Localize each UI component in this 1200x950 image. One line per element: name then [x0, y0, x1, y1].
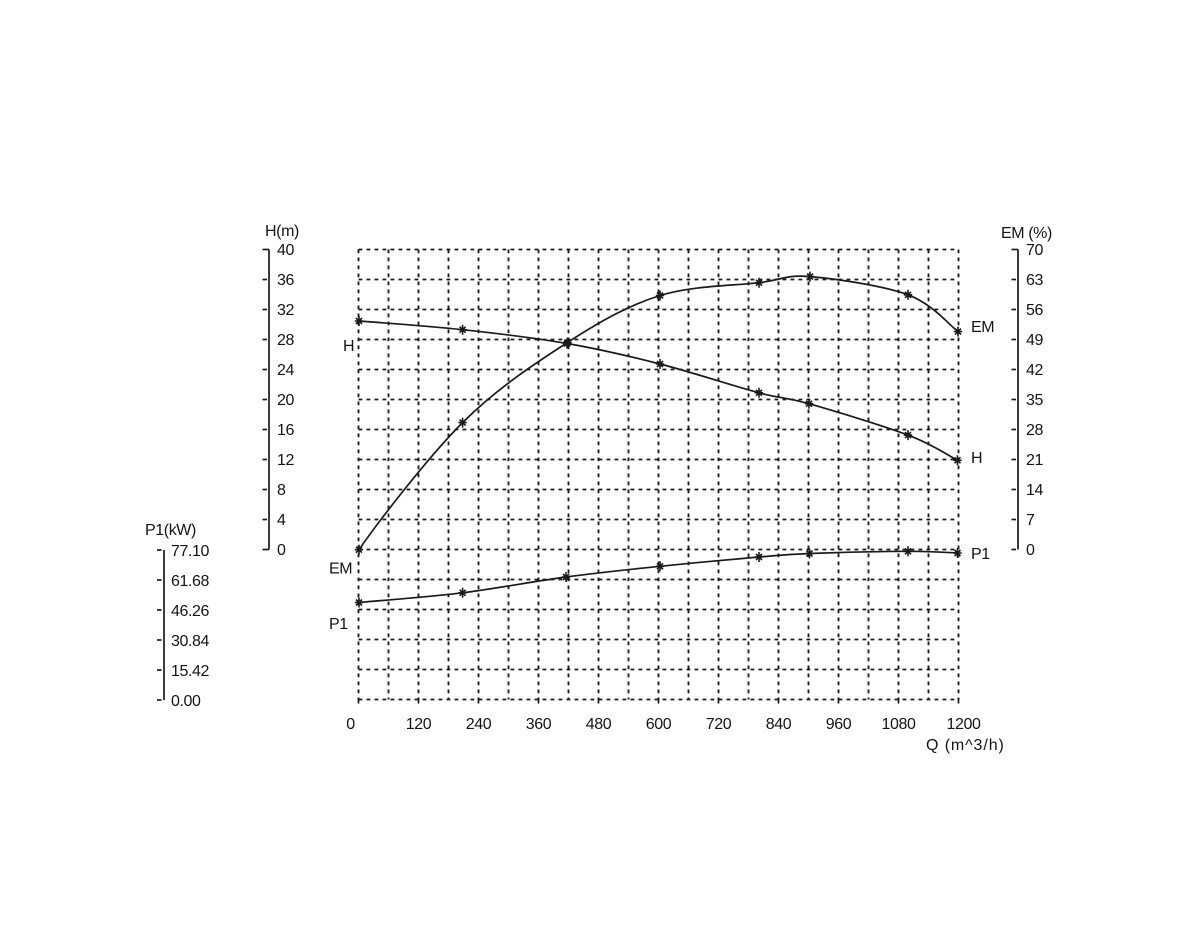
- svg-text:49: 49: [1026, 332, 1043, 349]
- svg-text:46.26: 46.26: [171, 603, 210, 620]
- svg-text:240: 240: [466, 716, 492, 733]
- svg-text:0: 0: [277, 542, 286, 559]
- svg-text:0: 0: [346, 716, 355, 733]
- svg-text:21: 21: [1026, 452, 1043, 469]
- svg-text:1200: 1200: [947, 716, 981, 733]
- svg-text:P1(kW): P1(kW): [145, 522, 196, 539]
- svg-text:70: 70: [1026, 242, 1043, 259]
- svg-text:36: 36: [277, 272, 294, 289]
- svg-text:360: 360: [526, 716, 552, 733]
- svg-text:63: 63: [1026, 272, 1043, 289]
- svg-text:P1: P1: [329, 616, 348, 633]
- svg-text:EM (%): EM (%): [1001, 225, 1052, 242]
- svg-text:0: 0: [1026, 542, 1035, 559]
- svg-text:16: 16: [277, 422, 294, 439]
- svg-text:P1: P1: [971, 546, 990, 563]
- svg-text:24: 24: [277, 362, 294, 379]
- svg-text:H: H: [971, 450, 982, 467]
- svg-text:480: 480: [586, 716, 612, 733]
- svg-text:H: H: [343, 338, 354, 355]
- svg-text:14: 14: [1026, 482, 1043, 499]
- svg-text:120: 120: [406, 716, 432, 733]
- svg-text:8: 8: [277, 482, 286, 499]
- svg-text:40: 40: [277, 242, 294, 259]
- svg-text:28: 28: [277, 332, 294, 349]
- svg-text:960: 960: [826, 716, 852, 733]
- svg-text:28: 28: [1026, 422, 1043, 439]
- svg-text:30.84: 30.84: [171, 633, 210, 650]
- svg-text:EM: EM: [329, 561, 352, 578]
- svg-text:7: 7: [1026, 512, 1035, 529]
- svg-text:H(m): H(m): [265, 223, 299, 240]
- svg-text:56: 56: [1026, 302, 1043, 319]
- svg-text:Q (m^3/h): Q (m^3/h): [926, 737, 1005, 754]
- svg-text:15.42: 15.42: [171, 663, 210, 680]
- svg-text:20: 20: [277, 392, 294, 409]
- svg-text:840: 840: [766, 716, 792, 733]
- svg-text:0.00: 0.00: [171, 693, 201, 710]
- svg-text:61.68: 61.68: [171, 573, 210, 590]
- svg-text:32: 32: [277, 302, 294, 319]
- svg-text:77.10: 77.10: [171, 543, 210, 560]
- svg-text:35: 35: [1026, 392, 1043, 409]
- svg-text:1080: 1080: [882, 716, 916, 733]
- svg-text:EM: EM: [971, 319, 994, 336]
- svg-text:42: 42: [1026, 362, 1043, 379]
- svg-text:720: 720: [706, 716, 732, 733]
- svg-text:12: 12: [277, 452, 294, 469]
- svg-text:600: 600: [646, 716, 672, 733]
- svg-text:4: 4: [277, 512, 286, 529]
